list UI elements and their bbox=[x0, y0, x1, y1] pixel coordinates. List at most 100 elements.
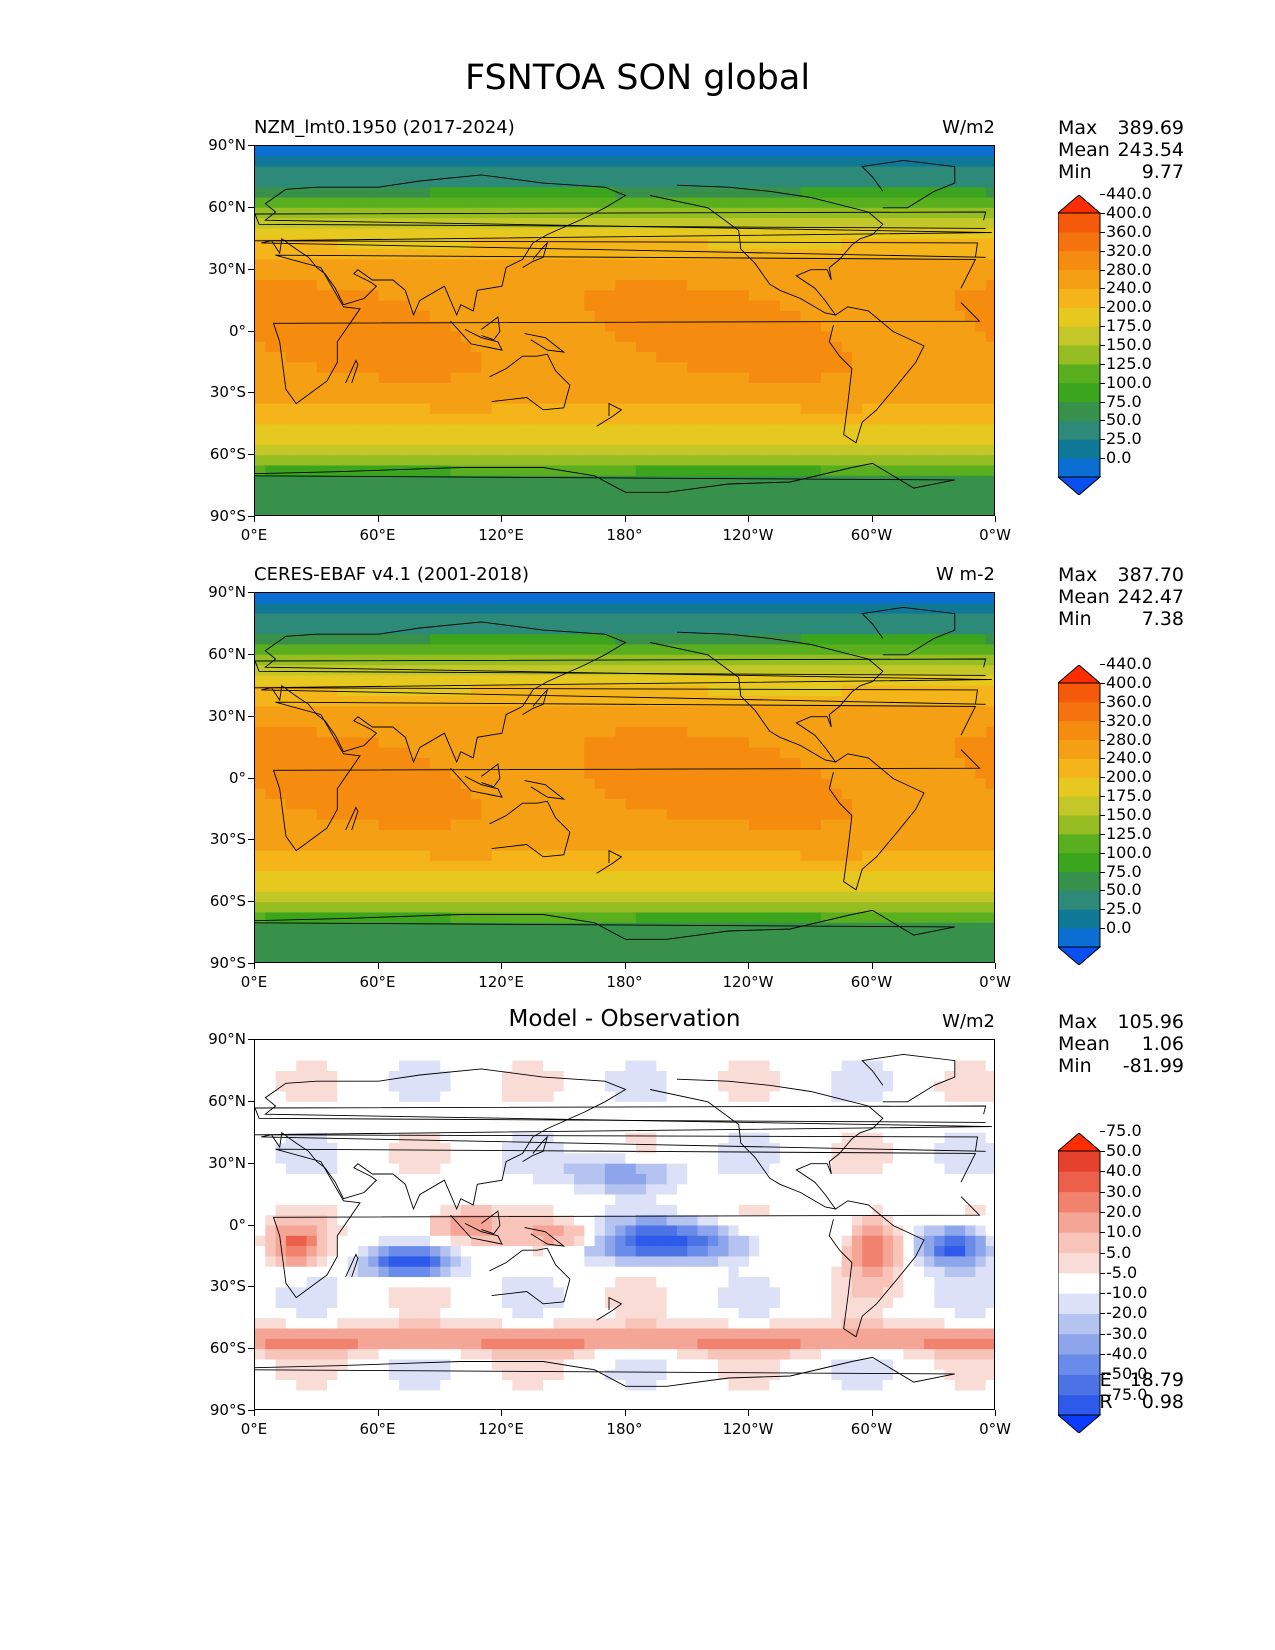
heatmap-cell bbox=[306, 249, 318, 260]
heatmap-cell bbox=[543, 634, 555, 646]
heatmap-cell bbox=[512, 455, 524, 467]
heatmap-cell bbox=[553, 840, 565, 852]
heatmap-cell bbox=[851, 218, 863, 230]
heatmap-cell bbox=[522, 372, 534, 384]
heatmap-cell bbox=[903, 706, 915, 718]
heatmap-cell bbox=[419, 372, 431, 384]
heatmap-cell bbox=[656, 623, 668, 635]
heatmap-cell bbox=[347, 331, 359, 343]
heatmap-cell bbox=[368, 850, 380, 862]
heatmap-cell bbox=[357, 716, 369, 728]
heatmap-cell bbox=[543, 156, 555, 168]
heatmap-cell bbox=[707, 238, 719, 250]
heatmap-cell bbox=[481, 685, 493, 697]
heatmap-cell bbox=[954, 665, 966, 677]
heatmap-cell bbox=[697, 593, 709, 604]
heatmap-cell bbox=[275, 146, 287, 157]
heatmap-cell bbox=[954, 393, 966, 405]
heatmap-cell bbox=[749, 706, 760, 718]
heatmap-cell bbox=[646, 675, 657, 687]
heatmap-cell bbox=[471, 840, 483, 852]
stat-row: Mean 242.47 bbox=[1058, 586, 1184, 608]
heatmap-cell bbox=[810, 819, 822, 831]
heatmap-cell bbox=[522, 310, 534, 322]
heatmap-cell bbox=[285, 300, 297, 312]
lon-tick-label: 60°E bbox=[359, 526, 396, 544]
heatmap-cell bbox=[471, 902, 483, 914]
heatmap-cell bbox=[965, 362, 977, 374]
heatmap-cell bbox=[893, 696, 904, 707]
heatmap-cell bbox=[625, 187, 637, 199]
heatmap-cell bbox=[738, 310, 750, 322]
heatmap-cell bbox=[604, 716, 616, 728]
heatmap-cell bbox=[676, 465, 688, 477]
heatmap-cell bbox=[337, 665, 349, 677]
heatmap-cell bbox=[357, 290, 369, 302]
heatmap-cell bbox=[543, 372, 555, 384]
heatmap-cell bbox=[666, 726, 678, 738]
heatmap-cell bbox=[749, 269, 760, 281]
heatmap-cell bbox=[646, 891, 657, 903]
heatmap-cell bbox=[368, 444, 380, 456]
heatmap-cell bbox=[409, 850, 421, 862]
heatmap-cell bbox=[707, 778, 719, 790]
heatmap-cell bbox=[460, 372, 472, 384]
heatmap-cell bbox=[666, 300, 678, 312]
heatmap-cell bbox=[975, 871, 987, 883]
colorbar-tick-mark bbox=[1100, 307, 1105, 309]
heatmap-cell bbox=[265, 912, 277, 924]
heatmap-cell bbox=[862, 716, 874, 728]
heatmap-cell bbox=[306, 506, 318, 515]
heatmap-cell bbox=[707, 166, 719, 178]
heatmap-cell bbox=[831, 871, 843, 883]
heatmap-cell bbox=[851, 593, 863, 604]
heatmap-cell bbox=[851, 331, 863, 343]
heatmap-cell bbox=[821, 238, 832, 250]
heatmap-cell bbox=[779, 176, 791, 188]
heatmap-cell bbox=[975, 654, 987, 666]
heatmap-cell bbox=[975, 747, 987, 759]
heatmap-cell bbox=[749, 187, 760, 199]
heatmap-cell bbox=[749, 455, 760, 467]
heatmap-cell bbox=[759, 634, 771, 646]
heatmap-cell bbox=[666, 634, 678, 646]
heatmap-cell bbox=[460, 187, 472, 199]
heatmap-cell bbox=[378, 603, 390, 615]
heatmap-cell bbox=[316, 197, 328, 209]
heatmap-cell bbox=[532, 891, 544, 903]
heatmap-cell bbox=[625, 176, 637, 188]
heatmap-cell bbox=[749, 197, 760, 209]
heatmap-cell bbox=[543, 197, 555, 209]
colorbar-segment bbox=[1058, 288, 1100, 308]
heatmap-cell bbox=[471, 444, 483, 456]
heatmap-cell bbox=[594, 249, 606, 260]
heatmap-cell bbox=[337, 496, 349, 508]
heatmap-cell bbox=[285, 269, 297, 281]
heatmap-cell bbox=[749, 623, 760, 635]
heatmap-cell bbox=[923, 166, 935, 178]
heatmap-cell bbox=[954, 809, 966, 821]
heatmap-cell bbox=[574, 799, 585, 811]
heatmap-cell bbox=[574, 788, 585, 800]
heatmap-cell bbox=[481, 675, 493, 687]
heatmap-cell bbox=[821, 891, 832, 903]
heatmap-cell bbox=[934, 341, 946, 353]
heatmap-cell bbox=[275, 156, 287, 168]
heatmap-cell bbox=[460, 881, 472, 893]
heatmap-cell bbox=[738, 644, 750, 656]
stat-value: 387.70 bbox=[1117, 564, 1184, 586]
heatmap-cell bbox=[718, 850, 730, 862]
heatmap-cell bbox=[635, 434, 647, 446]
heatmap-cell bbox=[759, 747, 771, 759]
heatmap-cell bbox=[790, 788, 802, 800]
heatmap-cell bbox=[296, 486, 308, 497]
heatmap-cell bbox=[872, 902, 884, 914]
heatmap-cell bbox=[471, 352, 483, 364]
heatmap-cell bbox=[275, 279, 287, 291]
heatmap-cell bbox=[872, 259, 884, 271]
heatmap-cell bbox=[378, 321, 390, 333]
coastline bbox=[255, 174, 992, 317]
heatmap-cell bbox=[440, 726, 452, 738]
heatmap-cell bbox=[707, 372, 719, 384]
heatmap-cell bbox=[923, 506, 935, 515]
